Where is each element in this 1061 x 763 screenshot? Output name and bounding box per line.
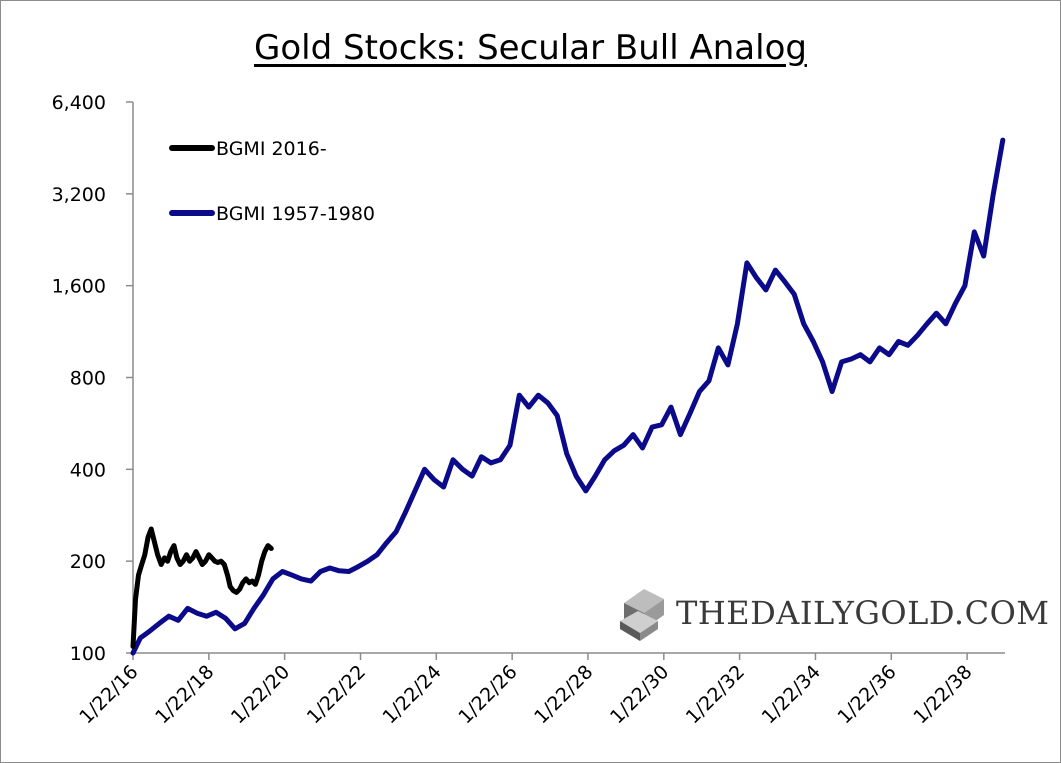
legend: BGMI 2016- BGMI 1957-1980 xyxy=(169,138,375,225)
x-tick-label: 1/22/22 xyxy=(303,661,370,728)
y-tick-label: 800 xyxy=(70,368,106,390)
chart-title: Gold Stocks: Secular Bull Analog xyxy=(254,28,807,68)
series-line-0 xyxy=(130,526,274,649)
series-line-1 xyxy=(130,137,1006,656)
x-tick-label: 1/22/38 xyxy=(909,661,976,728)
y-tick-label: 100 xyxy=(70,643,106,665)
x-tick-label: 1/22/26 xyxy=(454,661,521,728)
y-tick-label: 400 xyxy=(70,459,106,481)
x-tick-label: 1/22/20 xyxy=(227,661,294,728)
y-axis-ticks: 6,400 3,200 1,600 800 400 200 100 xyxy=(52,92,133,665)
x-tick-label: 1/22/16 xyxy=(75,661,142,728)
x-tick-label: 1/22/36 xyxy=(833,661,900,728)
x-tick-label: 1/22/30 xyxy=(606,661,673,728)
watermark-text: THEDAILYGOLD.COM xyxy=(676,594,1050,632)
x-tick-label: 1/22/34 xyxy=(758,661,825,728)
y-tick-label: 200 xyxy=(70,551,106,573)
watermark: THEDAILYGOLD.COM xyxy=(618,578,1050,648)
x-tick-label: 1/22/28 xyxy=(530,661,597,728)
legend-label-0: BGMI 2016- xyxy=(216,138,327,160)
y-tick-label: 6,400 xyxy=(52,92,106,114)
x-tick-label: 1/22/32 xyxy=(682,661,749,728)
x-tick-label: 1/22/18 xyxy=(151,661,218,728)
axes xyxy=(132,102,1005,654)
series-layer xyxy=(130,137,1006,656)
y-tick-label: 3,200 xyxy=(52,184,106,206)
x-axis-ticks: 1/22/16 1/22/18 1/22/20 1/22/22 1/22/24 1/22/… xyxy=(75,653,977,728)
x-tick-label: 1/22/24 xyxy=(378,661,445,728)
y-tick-label: 1,600 xyxy=(52,276,106,298)
gold-bars-icon xyxy=(620,589,664,641)
legend-label-1: BGMI 1957-1980 xyxy=(216,203,375,225)
